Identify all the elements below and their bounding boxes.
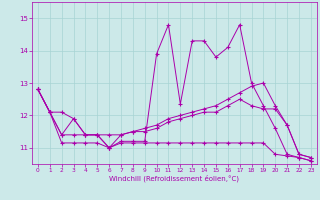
X-axis label: Windchill (Refroidissement éolien,°C): Windchill (Refroidissement éolien,°C) bbox=[109, 175, 239, 182]
